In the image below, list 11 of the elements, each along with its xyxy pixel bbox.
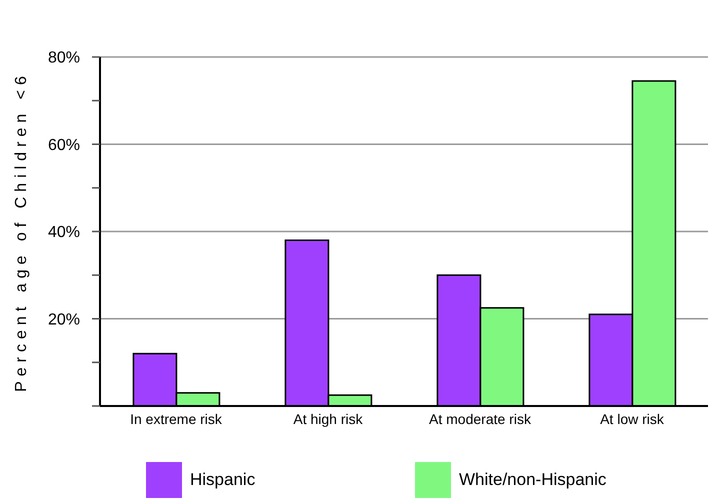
y-tick-label: 20%	[48, 311, 80, 328]
legend-label: White/non-Hispanic	[459, 470, 608, 490]
legend-label: Hispanic	[190, 470, 256, 490]
y-axis-title: Percent age of Children <6	[13, 71, 30, 392]
x-tick-label: At low risk	[600, 410, 665, 427]
y-tick-label: 80%	[48, 50, 80, 67]
y-tick-label: 40%	[48, 224, 80, 242]
x-tick-label: In extreme risk	[130, 410, 223, 427]
y-tick-label: 60%	[48, 136, 80, 154]
x-tick-label: At moderate risk	[429, 410, 532, 427]
x-tick-label: At high risk	[293, 410, 364, 427]
